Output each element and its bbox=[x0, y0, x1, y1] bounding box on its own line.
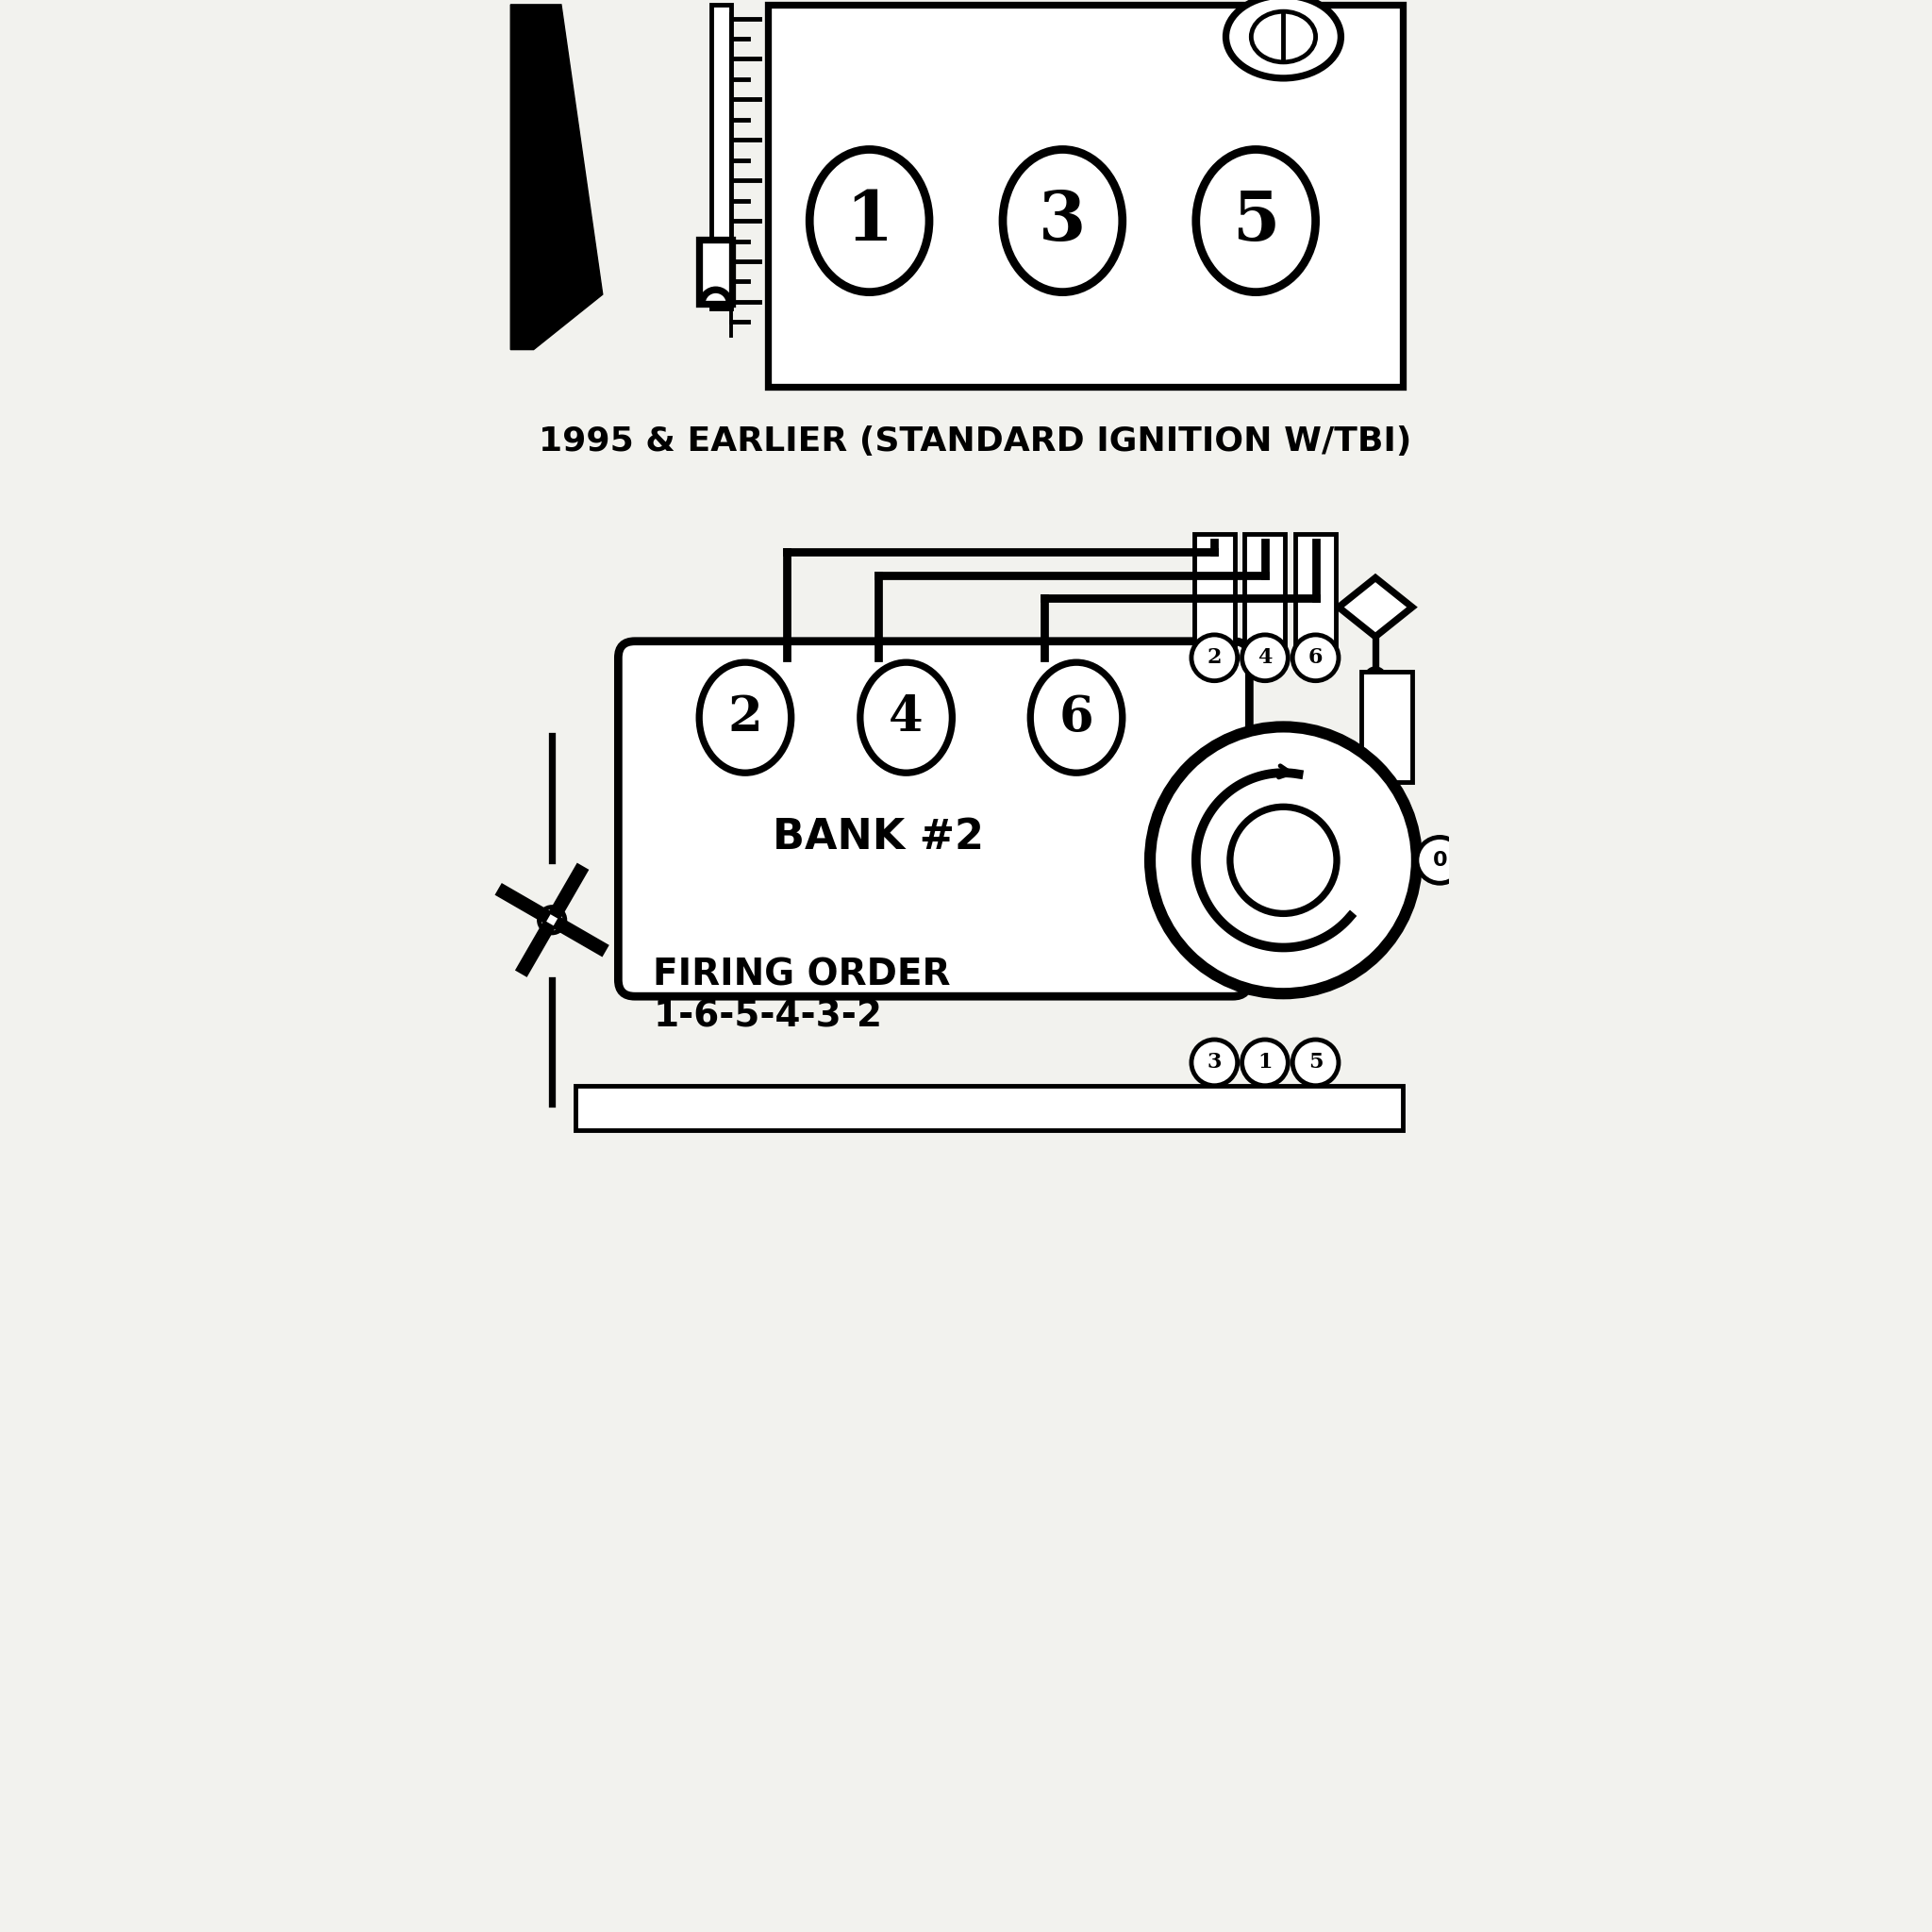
Text: 1: 1 bbox=[1258, 1053, 1273, 1072]
Circle shape bbox=[539, 908, 564, 933]
Text: 6: 6 bbox=[1059, 694, 1094, 742]
Text: BANK #2: BANK #2 bbox=[773, 817, 983, 858]
Ellipse shape bbox=[860, 663, 952, 773]
Ellipse shape bbox=[1030, 663, 1122, 773]
Circle shape bbox=[1150, 726, 1416, 993]
Polygon shape bbox=[1339, 578, 1412, 638]
Bar bbox=[699, 240, 732, 303]
Text: 1-6-5-4-3-2: 1-6-5-4-3-2 bbox=[653, 999, 883, 1034]
Bar bbox=[1362, 672, 1412, 782]
Text: 6: 6 bbox=[1308, 647, 1323, 668]
Circle shape bbox=[1416, 837, 1463, 883]
Text: 3: 3 bbox=[1208, 1053, 1221, 1072]
Bar bbox=[1194, 533, 1235, 653]
Text: 4: 4 bbox=[1258, 647, 1273, 668]
Circle shape bbox=[1364, 667, 1387, 690]
Bar bbox=[1244, 533, 1285, 653]
Text: FIRING ORDER: FIRING ORDER bbox=[653, 956, 951, 993]
Ellipse shape bbox=[810, 149, 929, 292]
Text: 4: 4 bbox=[889, 694, 923, 742]
Polygon shape bbox=[510, 4, 603, 350]
Text: 3: 3 bbox=[1039, 187, 1086, 255]
Ellipse shape bbox=[1003, 149, 1122, 292]
Circle shape bbox=[1192, 1039, 1236, 1086]
Text: 5: 5 bbox=[1233, 187, 1279, 255]
Bar bbox=[769, 4, 1403, 386]
Ellipse shape bbox=[1196, 149, 1316, 292]
Text: 5: 5 bbox=[1308, 1053, 1323, 1072]
Ellipse shape bbox=[699, 663, 792, 773]
Bar bbox=[711, 4, 732, 309]
Circle shape bbox=[1192, 636, 1236, 680]
Ellipse shape bbox=[1252, 12, 1316, 62]
Circle shape bbox=[1293, 1039, 1339, 1086]
Circle shape bbox=[1242, 636, 1289, 680]
Circle shape bbox=[1231, 808, 1337, 914]
Text: 1: 1 bbox=[846, 187, 893, 255]
Circle shape bbox=[1293, 636, 1339, 680]
Ellipse shape bbox=[1227, 0, 1341, 77]
Text: 0: 0 bbox=[1432, 850, 1447, 869]
Bar bbox=[576, 1086, 1403, 1130]
Circle shape bbox=[1242, 1039, 1289, 1086]
Bar bbox=[1294, 533, 1335, 653]
Text: 2: 2 bbox=[728, 694, 763, 742]
Text: 2: 2 bbox=[1208, 647, 1221, 668]
Text: 1995 & EARLIER (STANDARD IGNITION W/TBI): 1995 & EARLIER (STANDARD IGNITION W/TBI) bbox=[539, 425, 1410, 458]
FancyBboxPatch shape bbox=[618, 641, 1250, 997]
